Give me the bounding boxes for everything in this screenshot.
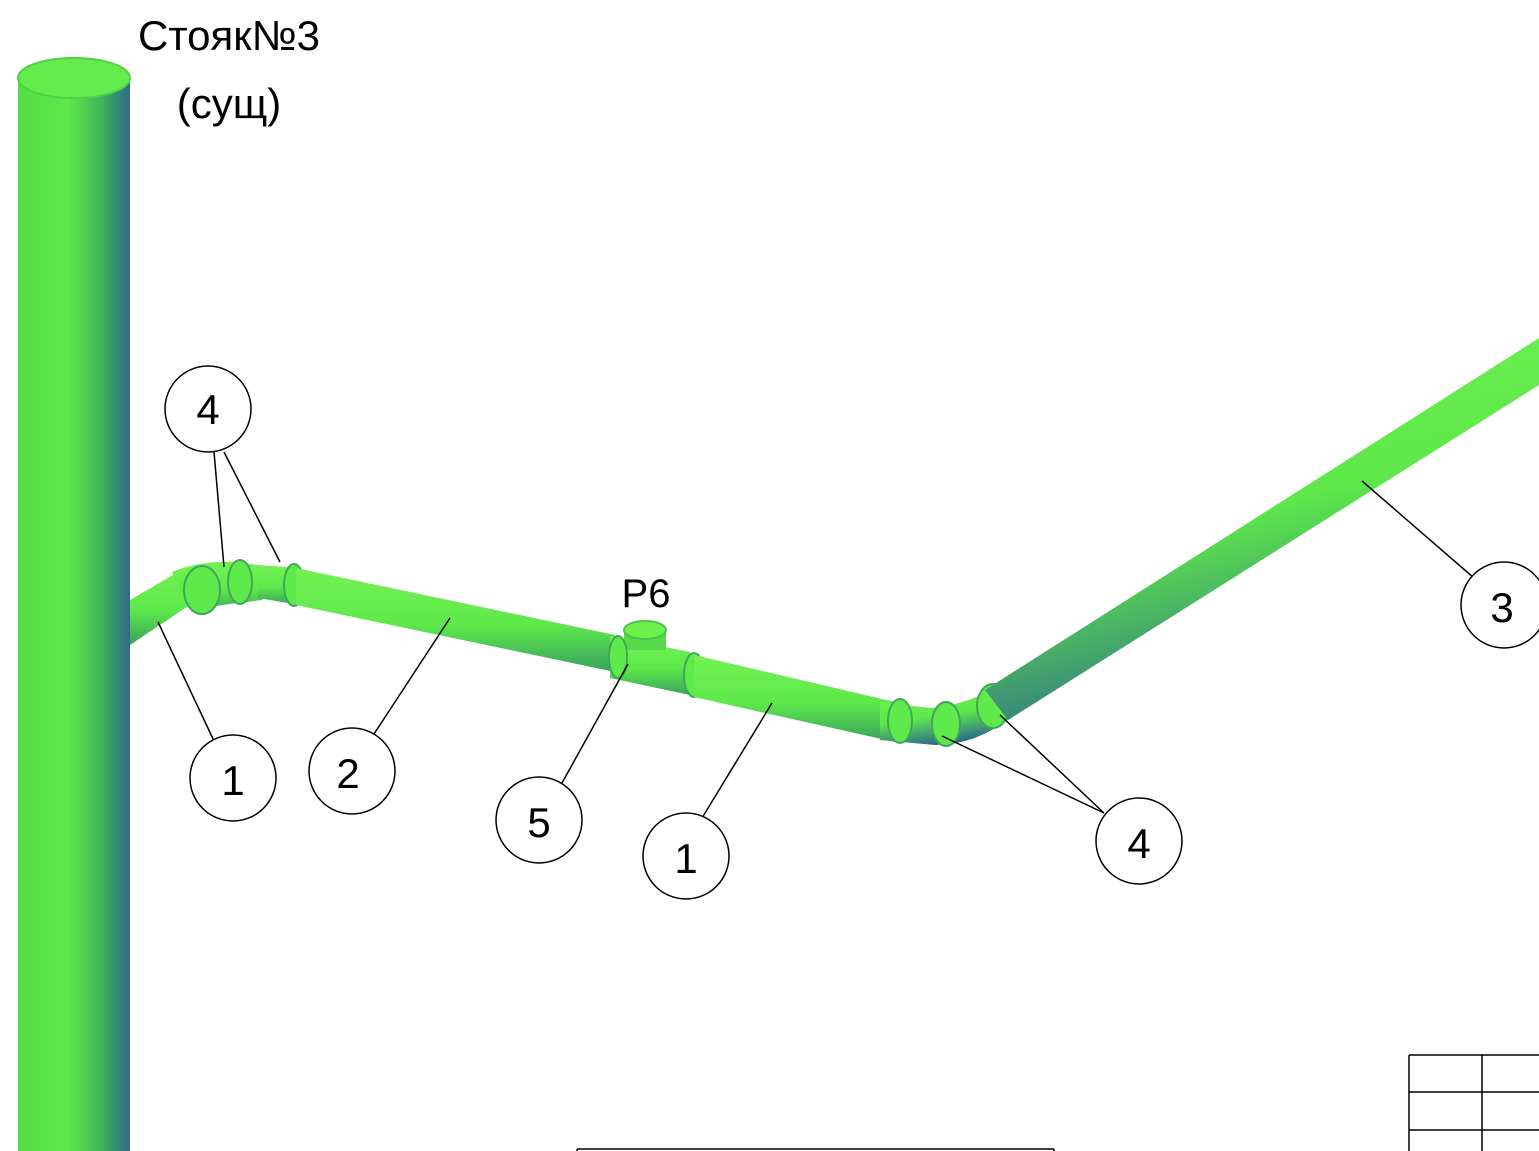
- callout-2: 2: [308, 727, 396, 815]
- title-block-fragment: [1408, 1054, 1539, 1151]
- pipe-segment-1-middle: [694, 655, 895, 742]
- pipe-segment-2: [296, 568, 615, 672]
- callout-1-left-text: 1: [221, 757, 244, 804]
- tee-cleanout: [608, 620, 705, 698]
- callout-5: 5: [495, 776, 583, 864]
- elbow-fitting-left: [172, 559, 305, 615]
- leader-lines: [157, 451, 1475, 819]
- callout-5-text: 5: [527, 799, 550, 846]
- callout-3: 3: [1460, 561, 1539, 649]
- callout-1-middle: 1: [642, 812, 730, 900]
- callout-4-left: 4: [164, 365, 252, 453]
- riser-title-line1: Стояк№3: [138, 12, 320, 59]
- fitting-tag-r6: Р6: [622, 572, 671, 616]
- callout-4-right-text: 4: [1127, 820, 1150, 867]
- callout-2-text: 2: [336, 750, 359, 797]
- pipe-segment-3: [985, 338, 1539, 720]
- callout-4-left-text: 4: [196, 386, 219, 433]
- callout-1-middle-text: 1: [674, 835, 697, 882]
- callout-4-right: 4: [1095, 797, 1183, 885]
- callout-1-left: 1: [189, 734, 277, 822]
- riser-pipe: [17, 57, 131, 1151]
- callout-3-text: 3: [1490, 584, 1513, 631]
- riser-title-line2: (сущ): [177, 80, 282, 127]
